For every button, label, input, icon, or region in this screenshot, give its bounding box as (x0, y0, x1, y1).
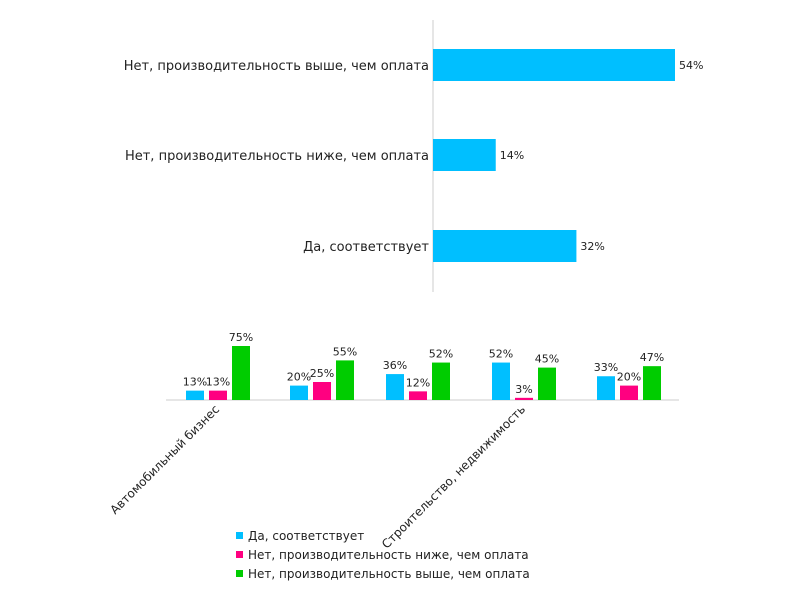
category-label: Нет, производительность выше, чем оплата (124, 59, 429, 74)
column (409, 391, 427, 400)
column (186, 390, 204, 400)
data-label: 12% (406, 376, 430, 389)
bar (433, 230, 577, 262)
legend: Да, соответствует Нет, производительност… (236, 526, 530, 583)
bar (433, 49, 675, 81)
data-label: 54% (679, 59, 703, 72)
bottom-chart: 13%13%75%Автомобильный бизнес20%25%55%36… (107, 331, 679, 551)
data-label: 75% (229, 331, 253, 344)
data-label: 45% (535, 353, 559, 366)
data-label: 14% (500, 149, 524, 162)
legend-item: Нет, производительность ниже, чем оплата (236, 545, 530, 564)
column (313, 382, 331, 400)
top-chart: Нет, производительность выше, чем оплата… (124, 20, 703, 292)
data-label: 13% (183, 376, 207, 389)
column (492, 362, 510, 400)
bar (433, 139, 496, 171)
legend-swatch (236, 532, 243, 539)
legend-label: Нет, производительность выше, чем оплата (248, 566, 530, 581)
column (620, 385, 638, 400)
column (538, 367, 556, 400)
data-label: 55% (333, 345, 357, 358)
legend-swatch (236, 570, 243, 577)
column (515, 397, 533, 400)
legend-item: Да, соответствует (236, 526, 530, 545)
legend-item: Нет, производительность выше, чем оплата (236, 564, 530, 583)
data-label: 13% (206, 376, 230, 389)
category-label: Да, соответствует (303, 240, 429, 255)
column (643, 366, 661, 400)
legend-label: Да, соответствует (248, 528, 365, 543)
legend-label: Нет, производительность ниже, чем оплата (248, 547, 529, 562)
column (209, 390, 227, 400)
data-label: 3% (515, 383, 532, 396)
column (432, 362, 450, 400)
data-label: 36% (383, 359, 407, 372)
data-label: 20% (617, 371, 641, 384)
data-label: 25% (310, 367, 334, 380)
data-label: 52% (429, 348, 453, 361)
data-label: 20% (287, 371, 311, 384)
column (386, 374, 404, 400)
legend-swatch (236, 551, 243, 558)
data-label: 33% (594, 361, 618, 374)
category-label: Автомобильный бизнес (107, 402, 222, 517)
column (597, 376, 615, 400)
column (290, 385, 308, 400)
data-label: 32% (580, 240, 604, 253)
data-label: 47% (640, 351, 664, 364)
data-label: 52% (489, 348, 513, 361)
column (336, 360, 354, 400)
column (232, 346, 250, 400)
category-label: Нет, производительность ниже, чем оплата (125, 149, 429, 164)
